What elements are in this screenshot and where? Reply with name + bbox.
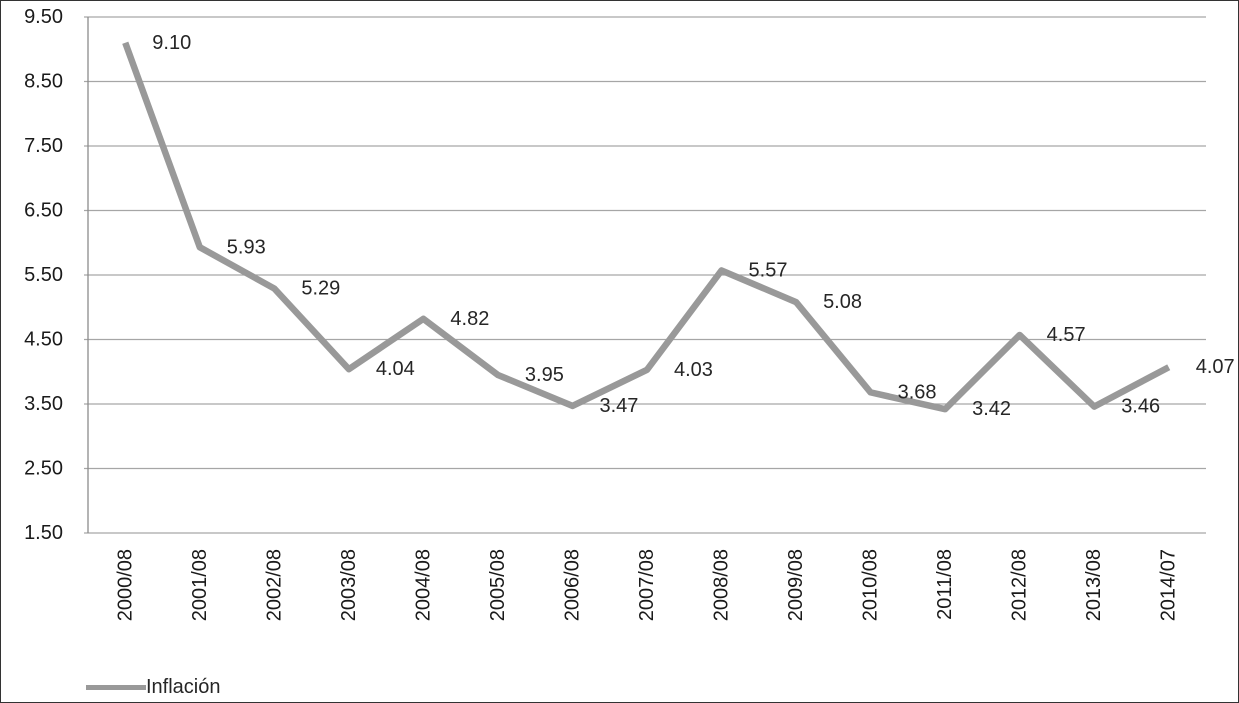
x-axis-tick-label: 2001/08 <box>189 549 211 621</box>
data-point-label: 4.03 <box>674 359 713 381</box>
x-axis-tick-label: 2011/08 <box>934 549 956 620</box>
data-point-label: 4.04 <box>376 358 415 380</box>
y-axis-tick-label: 1.50 <box>24 522 63 544</box>
legend-series-label: Inflación <box>146 676 221 698</box>
data-point-label: 4.82 <box>450 308 489 330</box>
data-point-label: 5.57 <box>749 259 788 281</box>
y-axis-tick-label: 3.50 <box>24 393 63 415</box>
data-point-label: 9.10 <box>152 32 191 54</box>
x-axis-tick-label: 2007/08 <box>636 549 658 621</box>
y-axis-tick-label: 2.50 <box>24 458 63 480</box>
data-point-label: 4.57 <box>1047 324 1086 346</box>
data-point-label: 4.07 <box>1196 356 1235 378</box>
x-axis-tick-label: 2012/08 <box>1009 549 1031 621</box>
x-axis-tick-label: 2004/08 <box>412 549 434 621</box>
y-axis-tick-label: 9.50 <box>24 6 63 28</box>
x-axis-tick-label: 2000/08 <box>114 549 136 621</box>
y-axis-tick-label: 6.50 <box>24 200 63 222</box>
x-axis-tick-label: 2005/08 <box>487 549 509 621</box>
legend-line-swatch-icon <box>86 684 146 690</box>
data-point-label: 3.46 <box>1121 396 1160 418</box>
x-axis-tick-label: 2009/08 <box>785 549 807 621</box>
data-point-label: 5.93 <box>227 236 266 258</box>
x-axis-tick-label: 2003/08 <box>338 549 360 621</box>
x-axis-tick-label: 2008/08 <box>711 549 733 621</box>
data-point-label: 5.29 <box>301 278 340 300</box>
x-axis-tick-label: 2013/08 <box>1083 549 1105 621</box>
x-axis-tick-label: 2010/08 <box>860 549 882 621</box>
data-point-label: 5.08 <box>823 291 862 313</box>
y-axis-tick-label: 8.50 <box>24 71 63 93</box>
data-point-label: 3.47 <box>599 395 638 417</box>
inflation-series-line <box>122 41 1171 413</box>
chart-legend: Inflación <box>86 676 221 698</box>
x-axis-tick-label: 2014/07 <box>1158 549 1180 621</box>
y-axis-tick-label: 5.50 <box>24 264 63 286</box>
x-axis-tick-label: 2006/08 <box>561 549 583 621</box>
y-axis-tick-label: 4.50 <box>24 329 63 351</box>
x-axis-tick-label: 2002/08 <box>263 549 285 621</box>
data-point-label: 3.68 <box>898 381 937 403</box>
y-axis-tick-label: 7.50 <box>24 135 63 157</box>
data-point-label: 3.42 <box>972 398 1011 420</box>
data-point-label: 3.95 <box>525 364 564 386</box>
